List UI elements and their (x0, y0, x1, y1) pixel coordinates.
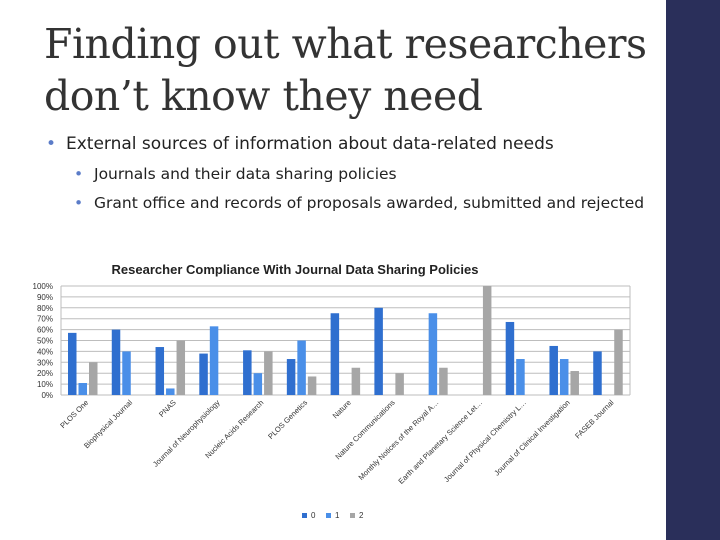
chart-canvas: Researcher Compliance With Journal Data … (33, 262, 631, 520)
bar-1 (559, 359, 569, 395)
slide-sidebar-accent (666, 0, 720, 540)
bar-0 (330, 313, 340, 395)
y-tick-label: 30% (37, 358, 53, 367)
bar-2 (614, 329, 623, 395)
bar-1 (253, 373, 263, 395)
chart-gridlines (60, 285, 631, 396)
x-tick-label: Nature (331, 398, 353, 420)
x-tick-label: PNAS (157, 398, 178, 419)
legend-label: 1 (335, 511, 340, 520)
bar-0 (593, 351, 602, 395)
bar-0 (111, 329, 121, 395)
x-tick-label: FASEB Journal (573, 398, 616, 441)
y-tick-label: 0% (41, 391, 53, 400)
x-tick-label: Journal of Physical Chemistry L… (442, 398, 528, 484)
bar-2 (439, 367, 448, 395)
sub-bullet-text: Journals and their data sharing policies (94, 165, 397, 183)
bar-1 (166, 388, 175, 395)
bullet-dot-icon: • (74, 194, 84, 212)
chart-y-axis: 0% 10% 20% 30% 40%50% 60% 70% 80% 90% 100% (33, 282, 53, 400)
x-tick-label: Monthly Notices of the Royal A… (357, 398, 441, 482)
bar-1 (516, 359, 525, 395)
legend-swatch (350, 513, 355, 518)
bar-0 (374, 307, 383, 395)
x-tick-label: Biophysical Journal (82, 398, 134, 450)
chart-title: Researcher Compliance With Journal Data … (112, 262, 479, 277)
x-tick-label: PLOS Genetics (266, 398, 309, 441)
legend-swatch (302, 513, 307, 518)
bar-2 (89, 362, 98, 395)
sub-bullet-text: Grant office and records of proposals aw… (94, 194, 645, 212)
y-tick-label: 40% (37, 347, 53, 356)
bar-1 (428, 313, 438, 395)
bar-0 (243, 350, 252, 395)
bar-0 (286, 359, 296, 395)
y-tick-label: 60% (37, 326, 53, 335)
chart-bars (68, 286, 623, 395)
slide-title: Finding out what researchers don’t know … (44, 20, 647, 120)
bar-1 (209, 326, 219, 395)
bar-2 (351, 367, 361, 395)
sub-bullet-2: • Grant office and records of proposals a… (74, 192, 654, 214)
legend-swatch (326, 513, 331, 518)
bar-1 (122, 351, 131, 395)
y-tick-label: 50% (37, 337, 53, 346)
sub-bullet-1: • Journals and their data sharing policie… (74, 163, 654, 185)
x-tick-label: Earth and Planetary Science Let… (396, 398, 484, 486)
bullet-dot-icon: • (46, 134, 57, 154)
bar-2 (570, 371, 579, 395)
bar-0 (505, 321, 515, 395)
bar-1 (297, 340, 306, 395)
x-tick-label: Journal of Clinical Investigation (492, 398, 571, 477)
bar-2 (176, 340, 186, 395)
y-tick-label: 100% (33, 282, 53, 291)
chart-legend: 0 1 2 (302, 511, 364, 520)
y-tick-label: 90% (37, 293, 53, 302)
main-bullet: • External sources of information about d… (46, 133, 646, 155)
main-bullet-text: External sources of information about da… (66, 134, 554, 154)
compliance-chart: Researcher Compliance With Journal Data … (0, 245, 645, 540)
legend-label: 2 (359, 511, 364, 520)
y-tick-label: 70% (37, 315, 53, 324)
bar-0 (199, 353, 208, 395)
y-tick-label: 80% (37, 304, 53, 313)
legend-label: 0 (311, 511, 316, 520)
bar-2 (307, 376, 317, 395)
bullet-dot-icon: • (74, 165, 84, 183)
y-tick-label: 10% (37, 380, 53, 389)
bar-0 (549, 345, 558, 395)
y-tick-label: 20% (37, 369, 53, 378)
bar-0 (68, 332, 77, 395)
bar-2 (482, 286, 492, 395)
bar-0 (155, 347, 165, 395)
bar-2 (264, 351, 273, 395)
bar-2 (395, 373, 404, 395)
bar-1 (78, 383, 87, 395)
x-tick-label: PLOS One (58, 398, 90, 430)
